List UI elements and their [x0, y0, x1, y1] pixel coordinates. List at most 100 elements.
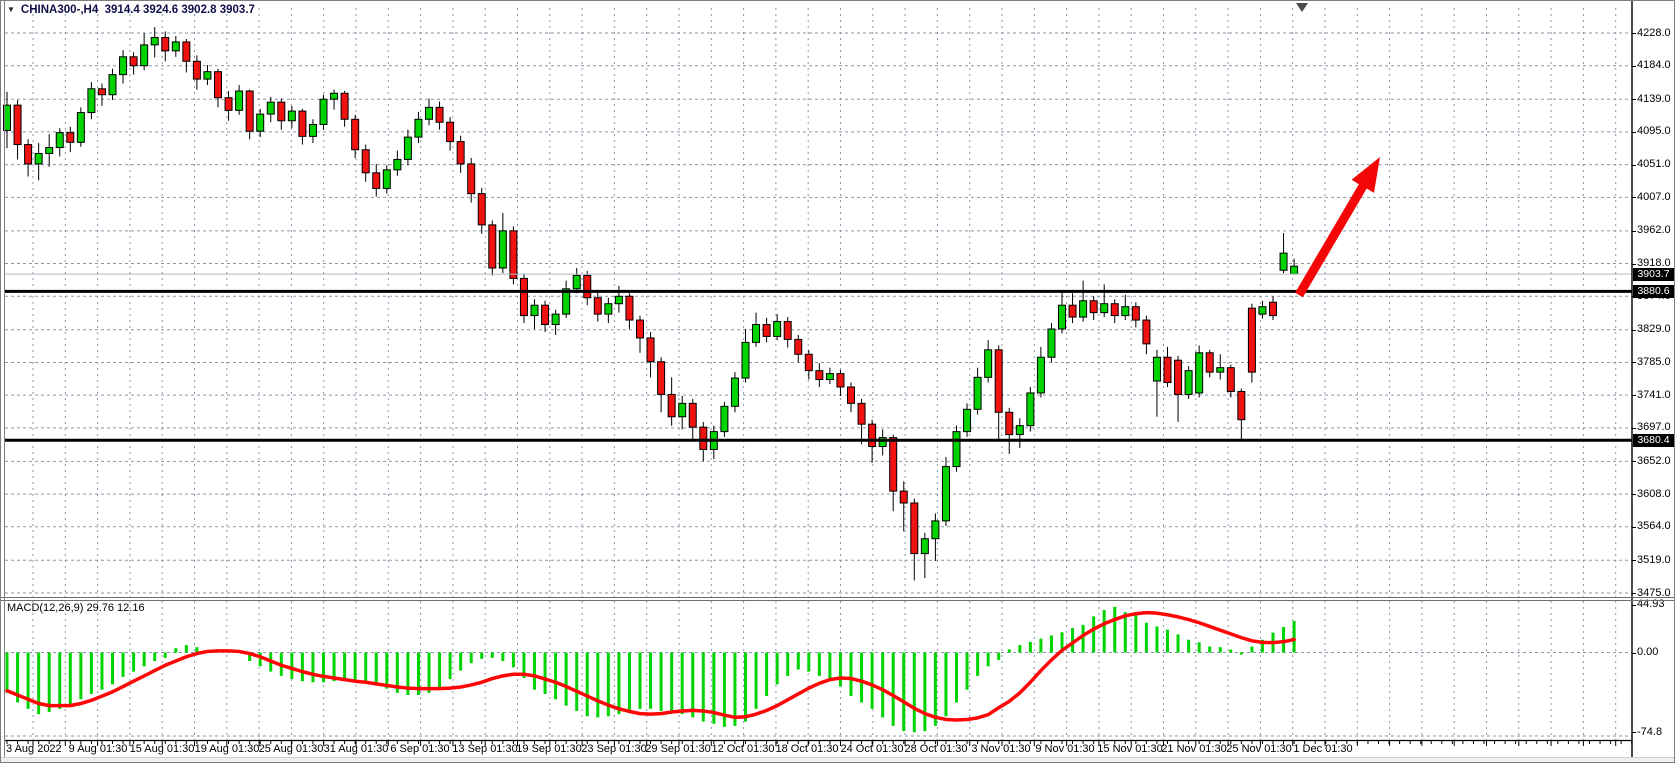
candle-down — [435, 106, 444, 123]
candle-down — [1110, 303, 1119, 317]
candle-down — [667, 393, 676, 418]
pane-separator[interactable] — [0, 597, 1675, 598]
candle-down — [762, 324, 771, 337]
macd-axis-label: 44.93 — [1637, 598, 1665, 611]
time-axis-label: 15 Nov 01:30 — [1097, 743, 1163, 755]
price-badge: 3903.7 — [1633, 267, 1674, 281]
candle-up — [920, 538, 929, 555]
trend-arrow-head[interactable] — [1351, 157, 1380, 193]
candle-up — [108, 74, 117, 96]
candle-down — [214, 71, 222, 99]
time-axis-label: 3 Nov 01:30 — [971, 743, 1031, 755]
candle-down — [868, 423, 877, 447]
window-left-edge — [4, 1, 5, 757]
time-axis-label: 29 Sep 01:30 — [645, 743, 711, 755]
axis-tick — [1632, 131, 1636, 133]
candle-down — [97, 88, 106, 96]
macd-axis-label: -74.8 — [1637, 725, 1663, 738]
candle-down — [1163, 356, 1172, 384]
candle-down — [657, 361, 666, 395]
candle-up — [678, 402, 687, 418]
price-axis-label: 4228.0 — [1637, 26, 1671, 39]
candle-down — [298, 110, 307, 137]
candle-down — [794, 338, 803, 355]
candle-up — [330, 92, 339, 100]
time-axis-label: 1 Dec 01:30 — [1293, 743, 1353, 755]
price-axis-label: 3608.0 — [1637, 487, 1671, 500]
candle-down — [446, 121, 455, 143]
time-axis-label: 19 Sep 01:30 — [516, 743, 582, 755]
candle-up — [1058, 304, 1066, 330]
candle-up — [963, 408, 972, 433]
time-axis-label: 13 Sep 01:30 — [452, 743, 518, 755]
candle-up — [773, 321, 782, 337]
chevron-down-icon[interactable]: ▼ — [7, 5, 15, 14]
axis-tick — [1632, 164, 1636, 166]
time-axis-label: 15 Aug 01:30 — [129, 743, 195, 755]
candle-up — [498, 230, 507, 269]
price-axis-label: 3564.0 — [1637, 520, 1671, 533]
candle-down — [224, 97, 233, 111]
candle-down — [351, 118, 360, 151]
candle-up — [403, 136, 412, 160]
macd-signal-line — [5, 610, 1296, 722]
candle-up — [150, 36, 159, 46]
candle-up — [984, 349, 993, 378]
candle-down — [519, 277, 528, 317]
time-axis-label: 25 Nov 01:30 — [1226, 743, 1292, 755]
candle-up — [171, 41, 180, 52]
candle-up — [730, 377, 739, 407]
axis-tick — [1632, 99, 1636, 101]
time-axis-label: 6 Sep 01:30 — [390, 743, 450, 755]
candle-up — [1026, 392, 1035, 427]
candle-up — [76, 112, 85, 143]
scroll-marker-icon[interactable] — [1296, 3, 1308, 12]
candle-down — [1174, 359, 1183, 395]
axis-tick — [1632, 197, 1636, 199]
axis-tick — [1632, 560, 1636, 562]
candle-up — [256, 113, 265, 132]
pane-separator[interactable] — [0, 600, 1675, 601]
macd-axis-label: 0.00 — [1637, 646, 1659, 658]
candle-down — [129, 56, 138, 67]
trend-arrow-shaft[interactable] — [1295, 178, 1370, 298]
candle-down — [1005, 411, 1014, 436]
candle-down — [804, 353, 813, 372]
candle-down — [1205, 352, 1214, 373]
candle-up — [393, 158, 402, 171]
candle-down — [488, 224, 497, 269]
price-axis-label: 3475.0 — [1637, 586, 1671, 599]
axis-tick — [1632, 362, 1636, 364]
axis-tick — [1632, 65, 1636, 67]
candle-down — [1068, 304, 1077, 318]
candle-up — [1036, 356, 1045, 394]
candle-down — [1269, 301, 1277, 317]
price-badge: 3880.6 — [1633, 284, 1674, 298]
candle-down — [836, 373, 845, 388]
candle-up — [1121, 306, 1130, 317]
candle-up — [266, 101, 275, 115]
candle-up — [203, 71, 212, 80]
time-axis-label: 9 Aug 01:30 — [68, 743, 128, 755]
price-axis-label: 4007.0 — [1637, 190, 1671, 203]
candle-up — [572, 274, 581, 290]
axis-tick — [1632, 230, 1636, 232]
price-axis-label: 4051.0 — [1637, 158, 1671, 171]
candle-up — [140, 44, 149, 67]
candle-up — [1047, 328, 1056, 358]
axis-tick — [1632, 461, 1636, 463]
candle-up — [1258, 306, 1267, 315]
candle-up — [1079, 300, 1088, 318]
candle-down — [277, 101, 286, 122]
axis-tick — [1632, 395, 1636, 397]
axis-tick — [1632, 263, 1636, 265]
candle-up — [530, 304, 539, 317]
price-pane[interactable] — [5, 2, 1632, 597]
candle-down — [583, 274, 592, 299]
price-axis-label: 3697.0 — [1637, 421, 1671, 434]
candle-down — [456, 141, 465, 165]
candle-down — [910, 502, 919, 555]
price-axis-label: 3785.0 — [1637, 355, 1671, 368]
